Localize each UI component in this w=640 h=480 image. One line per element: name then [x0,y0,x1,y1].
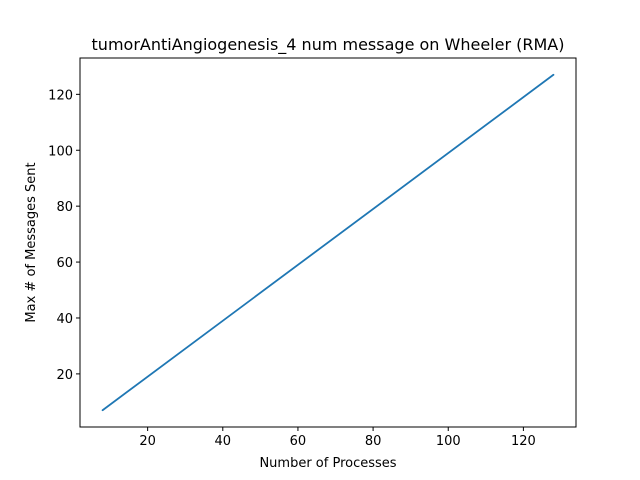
x-tick-label: 100 [436,434,461,449]
y-axis-ticks: 20 40 60 80 100 120 [48,88,80,383]
plot-series [101,73,555,412]
x-axis-ticks: 20 40 60 80 100 120 [139,427,536,449]
y-axis-label: Max # of Messages Sent [24,162,39,322]
chart-title: tumorAntiAngiogenesis_4 num message on W… [92,35,565,55]
y-tick-label: 80 [56,200,73,215]
y-tick-label: 100 [48,144,73,159]
y-tick-label: 120 [48,88,73,103]
x-tick-label: 40 [215,434,232,449]
x-tick-label: 20 [139,434,156,449]
x-tick-label: 80 [365,434,382,449]
y-tick-label: 20 [56,368,73,383]
plot-frame [79,57,577,428]
y-tick-label: 60 [56,256,73,271]
x-tick-label: 120 [511,434,536,449]
x-tick-label: 60 [290,434,307,449]
series-line [101,73,555,412]
x-axis-label: Number of Processes [259,456,396,471]
y-tick-label: 40 [56,312,73,327]
